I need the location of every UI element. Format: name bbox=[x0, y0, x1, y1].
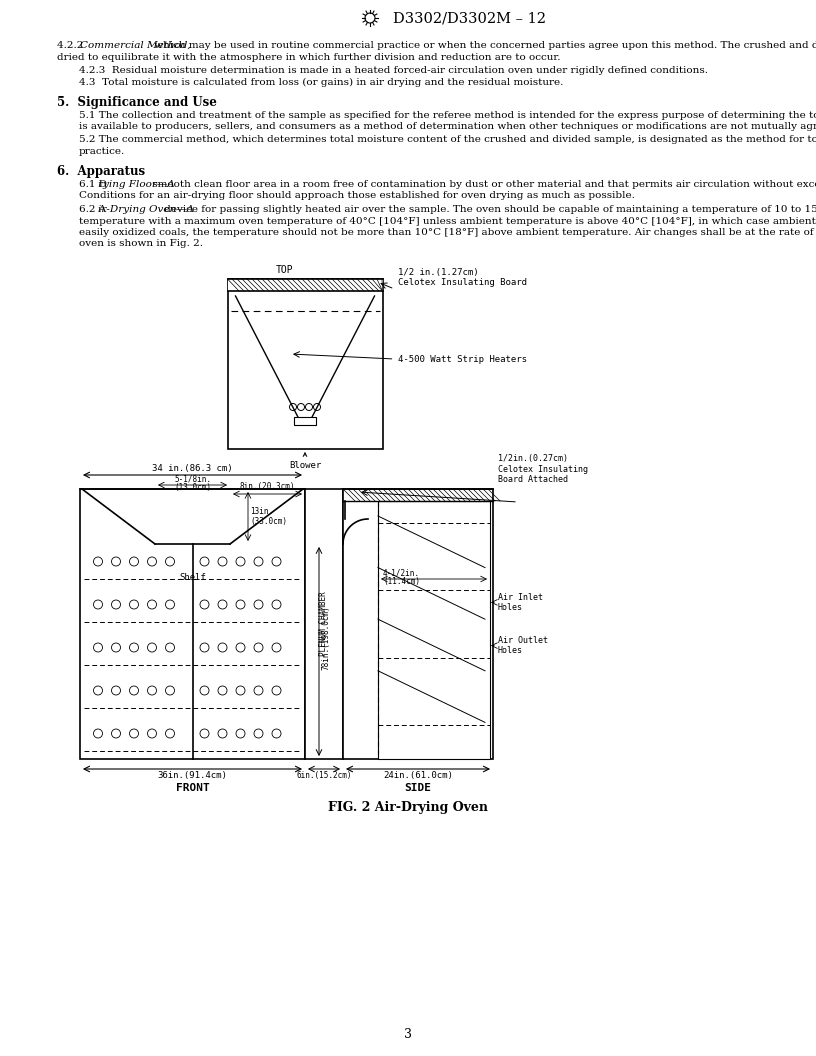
Text: temperature with a maximum oven temperature of 40°C [104°F] unless ambient tempe: temperature with a maximum oven temperat… bbox=[79, 216, 816, 226]
Text: is available to producers, sellers, and consumers as a method of determination w: is available to producers, sellers, and … bbox=[79, 122, 816, 131]
Text: easily oxidized coals, the temperature should not be more than 10°C [18°F] above: easily oxidized coals, the temperature s… bbox=[79, 228, 816, 237]
Text: Air Inlet
Holes: Air Inlet Holes bbox=[498, 592, 543, 612]
Text: 4-500 Watt Strip Heaters: 4-500 Watt Strip Heaters bbox=[397, 355, 526, 363]
Text: Celotex Insulating Board: Celotex Insulating Board bbox=[397, 278, 526, 287]
Text: (11.4cm): (11.4cm) bbox=[383, 577, 420, 586]
Text: 6.  Apparatus: 6. Apparatus bbox=[57, 166, 145, 178]
Bar bbox=[294, 417, 316, 425]
Text: 4.3  Total moisture is calculated from loss (or gains) in air drying and the res: 4.3 Total moisture is calculated from lo… bbox=[79, 77, 563, 87]
Bar bbox=[378, 501, 490, 759]
Text: (13.0cm): (13.0cm) bbox=[174, 483, 211, 492]
Text: 6.2 A: 6.2 A bbox=[79, 205, 106, 214]
Text: which may be used in routine commercial practice or when the concerned parties a: which may be used in routine commercial … bbox=[151, 41, 816, 50]
Text: 34 in.(86.3 cm): 34 in.(86.3 cm) bbox=[153, 464, 233, 473]
Text: 5-1/8in.: 5-1/8in. bbox=[174, 475, 211, 484]
Text: oven is shown in Fig. 2.: oven is shown in Fig. 2. bbox=[79, 240, 203, 248]
Bar bbox=[305, 489, 343, 759]
Text: 8in.(20.3cm): 8in.(20.3cm) bbox=[240, 482, 295, 491]
Text: practice.: practice. bbox=[79, 147, 125, 156]
Bar bbox=[80, 489, 305, 759]
Text: 4.2.2: 4.2.2 bbox=[57, 41, 86, 50]
Text: 24in.(61.0cm): 24in.(61.0cm) bbox=[383, 771, 453, 780]
Text: 4-1/2in.: 4-1/2in. bbox=[383, 568, 420, 577]
Text: dried to equilibrate it with the atmosphere in which further division and reduct: dried to equilibrate it with the atmosph… bbox=[57, 53, 561, 61]
Text: Shelf: Shelf bbox=[179, 573, 206, 583]
Text: Conditions for an air-drying floor should approach those established for oven dr: Conditions for an air-drying floor shoul… bbox=[79, 191, 635, 201]
Text: ir-Drying Oven—A: ir-Drying Oven—A bbox=[99, 205, 194, 214]
Text: 6.1 D: 6.1 D bbox=[79, 180, 107, 189]
Bar bbox=[228, 279, 383, 449]
Text: 4.2.3  Residual moisture determination is made in a heated forced-air circulatio: 4.2.3 Residual moisture determination is… bbox=[79, 65, 708, 75]
Text: D3302/D3302M – 12: D3302/D3302M – 12 bbox=[393, 11, 546, 25]
Text: FRONT: FRONT bbox=[175, 782, 210, 793]
Text: SIDE: SIDE bbox=[405, 782, 432, 793]
Text: Blower: Blower bbox=[289, 453, 322, 470]
Bar bbox=[343, 489, 493, 759]
Text: 6in.(15.2cm): 6in.(15.2cm) bbox=[296, 771, 352, 780]
Text: TOP: TOP bbox=[276, 265, 294, 275]
Text: Commercial Method,: Commercial Method, bbox=[81, 41, 191, 50]
Text: 3: 3 bbox=[404, 1027, 412, 1040]
Text: Air Outlet
Holes: Air Outlet Holes bbox=[498, 636, 548, 656]
Text: 78in.(198.0cm): 78in.(198.0cm) bbox=[321, 605, 330, 671]
Text: 5.  Significance and Use: 5. Significance and Use bbox=[57, 96, 217, 109]
Text: 1/2in.(0.27cm)
Celotex Insulating
Board Attached: 1/2in.(0.27cm) Celotex Insulating Board … bbox=[498, 454, 588, 484]
Text: FIG. 2 Air-Drying Oven: FIG. 2 Air-Drying Oven bbox=[328, 802, 488, 814]
Text: 1/2 in.(1.27cm): 1/2 in.(1.27cm) bbox=[397, 268, 478, 277]
Text: rying Floor—A: rying Floor—A bbox=[99, 180, 175, 189]
Text: PLENUM CHAMBER: PLENUM CHAMBER bbox=[320, 591, 329, 657]
Text: 36in.(91.4cm): 36in.(91.4cm) bbox=[157, 771, 228, 780]
Bar bbox=[228, 279, 383, 291]
Text: 13in.
(33.0cm): 13in. (33.0cm) bbox=[250, 507, 287, 526]
Text: device for passing slightly heated air over the sample. The oven should be capab: device for passing slightly heated air o… bbox=[161, 205, 816, 214]
Text: smooth clean floor area in a room free of contamination by dust or other materia: smooth clean floor area in a room free o… bbox=[149, 180, 816, 189]
Text: 5.1 The collection and treatment of the sample as specified for the referee meth: 5.1 The collection and treatment of the … bbox=[79, 111, 816, 119]
Text: 5.2 The commercial method, which determines total moisture content of the crushe: 5.2 The commercial method, which determi… bbox=[79, 135, 816, 145]
